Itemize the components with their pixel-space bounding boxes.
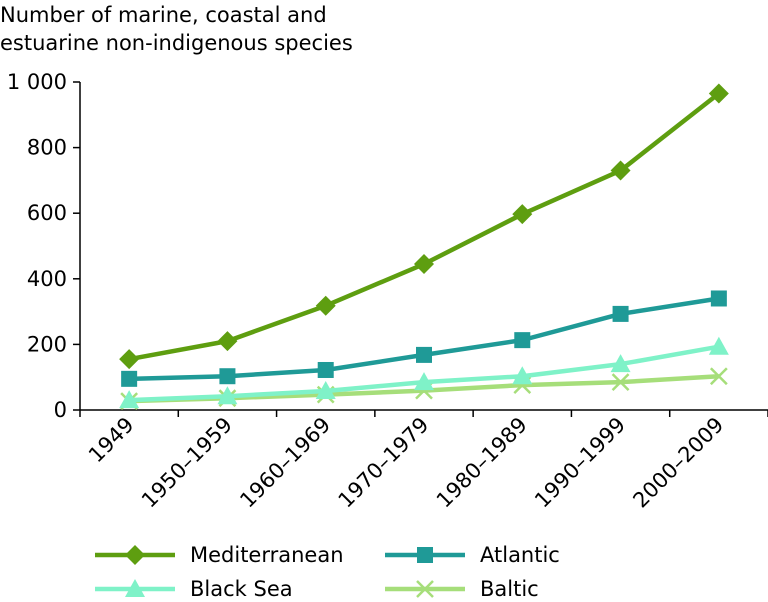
x-marker-stroke [709,367,728,386]
atlantic-point [317,361,334,378]
atlantic-point [710,290,727,307]
x-marker-stroke [611,373,630,392]
black-sea-point [414,372,434,391]
mediterranean-point [512,204,533,225]
mediterranean-point [610,160,631,181]
atlantic-point [121,370,138,387]
legend-swatch-marker [125,579,145,597]
legend-item-baltic: Baltic [385,577,539,601]
legend-label: Baltic [480,577,539,601]
atlantic-point [416,346,432,363]
y-tick-label: 1 000 [7,70,67,94]
black-sea-point [315,380,336,399]
legend-swatch-marker [416,580,434,598]
series-mediterranean [119,83,729,370]
axes: 0 200 400 600 800 1 000 19491950–19591960–1969… [7,70,768,513]
x-tick-label: 1970–1979 [334,413,434,513]
mediterranean-point [414,254,434,275]
y-tick-label: 600 [27,201,67,225]
x-tick-label: 2000–2009 [628,413,728,513]
chart-title-line-2: estuarine non-indigenous species [0,31,353,55]
y-tick-label: 400 [27,267,67,291]
y-tick-label: 800 [27,136,67,160]
legend-item-mediterranean: Mediterranean [95,543,344,567]
mediterranean-line [128,91,721,362]
baltic-point [611,373,630,392]
atlantic-line [129,296,720,382]
black-sea-point [708,336,729,355]
x-tick-label: 1950–1959 [137,413,237,513]
legend-label: Mediterranean [190,543,344,567]
legend: Mediterranean Atlantic Black Sea Baltic [95,543,560,601]
legend-item-black-sea: Black Sea [95,577,293,601]
black-sea-point [217,386,238,405]
baltic-point [709,367,728,386]
atlantic-point [612,305,629,322]
legend-item-atlantic: Atlantic [385,543,560,567]
chart-title-line-1: Number of marine, coastal and [0,3,327,27]
legend-label: Black Sea [190,577,293,601]
mediterranean-point [119,349,140,370]
x-tick-label: 1949 [84,413,139,468]
series-atlantic [121,290,727,387]
atlantic-point [514,332,531,349]
black-sea-point [610,354,631,373]
x-tick-label: 1960–1969 [235,413,335,513]
legend-swatch-marker [417,547,433,563]
atlantic-point [219,368,236,385]
mediterranean-point [217,331,238,352]
black-sea-point [119,390,140,409]
black-sea-point [512,366,533,385]
series-layer [119,83,729,411]
series-black-sea [119,336,729,409]
x-tick-label: 1990–1999 [530,413,630,513]
mediterranean-point [315,295,336,316]
y-tick-label: 0 [54,398,67,422]
legend-label: Atlantic [480,543,560,567]
mediterranean-point [708,83,729,104]
x-tick-label: 1980–1989 [432,413,532,513]
x-marker-stroke [416,580,434,598]
legend-swatch-marker [125,545,145,565]
y-tick-label: 200 [27,332,67,356]
